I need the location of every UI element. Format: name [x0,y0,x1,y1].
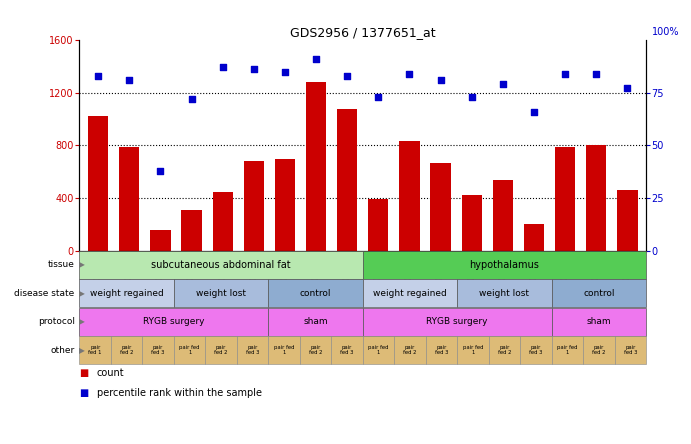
Text: tissue: tissue [48,260,75,270]
Bar [399,142,419,251]
Point [341,72,352,79]
Text: pair
fed 3: pair fed 3 [341,345,354,356]
Text: subcutaneous abdominal fat: subcutaneous abdominal fat [151,260,291,270]
Title: GDS2956 / 1377651_at: GDS2956 / 1377651_at [290,26,435,39]
Bar [88,116,108,251]
Bar [306,82,326,251]
Text: pair
fed 2: pair fed 2 [498,345,511,356]
Text: weight regained: weight regained [90,289,164,298]
Text: disease state: disease state [15,289,75,298]
Text: pair
fed 2: pair fed 2 [592,345,605,356]
Text: ■: ■ [79,388,88,398]
Text: protocol: protocol [37,317,75,326]
Bar [337,108,357,251]
Text: RYGB surgery: RYGB surgery [426,317,488,326]
Bar [368,199,388,251]
Point [155,167,166,174]
Point [248,66,259,73]
Point [93,72,104,79]
Point [622,85,633,92]
Point [435,76,446,83]
Bar [462,195,482,251]
Point [560,70,571,77]
Text: pair
fed 2: pair fed 2 [214,345,228,356]
Text: percentile rank within the sample: percentile rank within the sample [97,388,262,398]
Text: pair fed
1: pair fed 1 [557,345,578,356]
Bar [617,190,638,251]
Point [279,68,290,75]
Text: pair
fed 3: pair fed 3 [624,345,637,356]
Text: pair
fed 3: pair fed 3 [151,345,165,356]
Text: pair
fed 3: pair fed 3 [246,345,259,356]
Text: pair
fed 1: pair fed 1 [88,345,102,356]
Point [466,93,477,100]
Text: weight lost: weight lost [196,289,246,298]
Text: weight lost: weight lost [480,289,529,298]
Bar [586,146,607,251]
Point [373,93,384,100]
Text: control: control [300,289,331,298]
Text: ▶: ▶ [79,260,85,270]
Text: sham: sham [587,317,611,326]
Point [529,108,540,115]
Text: pair
fed 3: pair fed 3 [529,345,542,356]
Bar [119,147,140,251]
Text: RYGB surgery: RYGB surgery [143,317,205,326]
Point [217,64,228,71]
Bar [275,159,295,251]
Point [310,56,321,63]
Text: ▶: ▶ [79,289,85,298]
Text: pair
fed 3: pair fed 3 [435,345,448,356]
Text: pair fed
1: pair fed 1 [368,345,389,356]
Bar [430,163,451,251]
Text: ▶: ▶ [79,345,85,355]
Point [591,70,602,77]
Text: control: control [583,289,614,298]
Text: pair
fed 2: pair fed 2 [404,345,417,356]
Text: ▶: ▶ [79,317,85,326]
Point [498,81,509,88]
Bar [150,230,171,251]
Point [404,70,415,77]
Text: other: other [50,345,75,355]
Text: pair
fed 2: pair fed 2 [120,345,133,356]
Bar [182,210,202,251]
Bar [213,191,233,251]
Point [186,95,197,103]
Bar [244,161,264,251]
Point [124,76,135,83]
Bar [555,147,575,251]
Bar [493,180,513,251]
Text: pair fed
1: pair fed 1 [463,345,483,356]
Text: count: count [97,368,124,378]
Text: sham: sham [303,317,328,326]
Text: pair
fed 2: pair fed 2 [309,345,322,356]
Text: weight regained: weight regained [373,289,447,298]
Text: pair fed
1: pair fed 1 [180,345,200,356]
Text: 100%: 100% [652,27,679,37]
Bar [524,225,544,251]
Text: pair fed
1: pair fed 1 [274,345,294,356]
Text: ■: ■ [79,368,88,378]
Text: hypothalamus: hypothalamus [469,260,540,270]
